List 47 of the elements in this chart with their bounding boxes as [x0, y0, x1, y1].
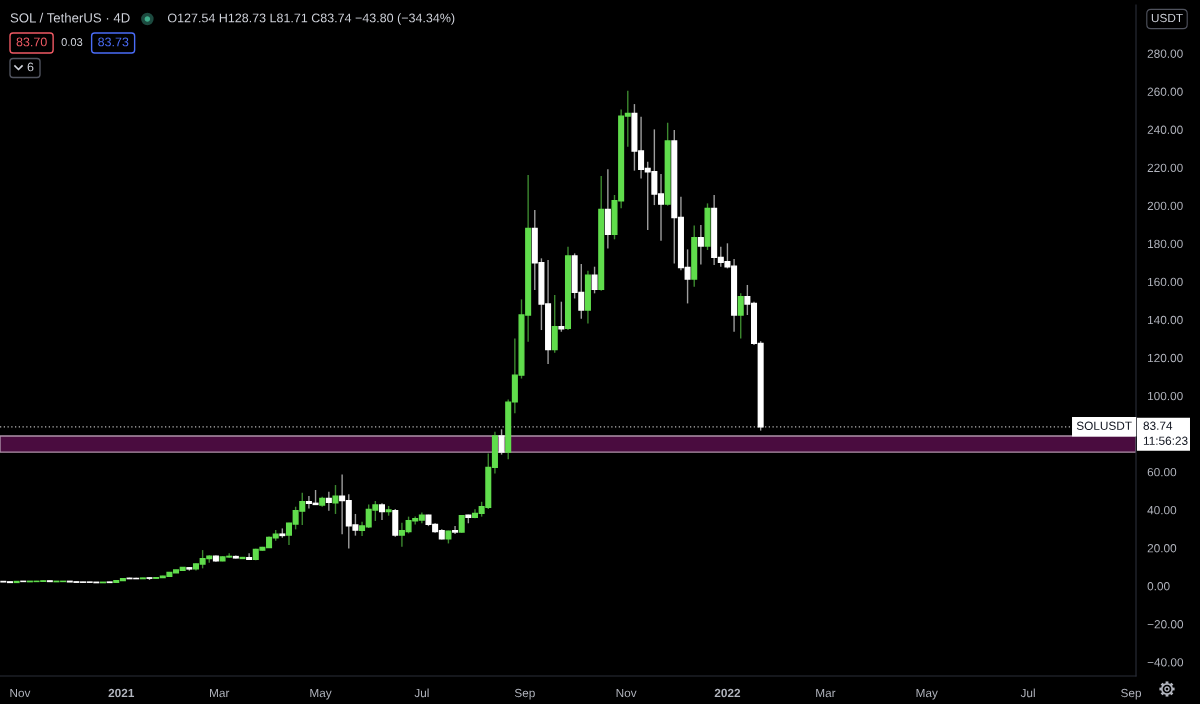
y-tick-label: 100.00 [1148, 391, 1183, 401]
y-tick-label: 20.00 [1147, 544, 1177, 553]
y-tick-label: −20.00 [1147, 620, 1184, 629]
x-tick-label: Mar [210, 688, 230, 698]
x-tick-label: Jul [414, 688, 429, 698]
y-tick-label: 180.00 [1148, 239, 1183, 249]
x-tick-label: Nov [616, 688, 637, 698]
y-tick-label: 120.00 [1148, 353, 1183, 363]
y-tick-label: 260.00 [1147, 87, 1183, 96]
candlestick [737, 292, 744, 340]
x-tick-label: May [310, 688, 332, 700]
annotation: 83.70 [16, 37, 47, 47]
candlestick [452, 525, 459, 535]
candlestick [591, 266, 598, 295]
x-tick-label: Mar [816, 688, 836, 698]
x-tick-label: Nov [10, 688, 31, 698]
chart-title: SOL / TetherUS · 4D [10, 12, 130, 23]
annotation: 6 [27, 62, 34, 72]
annotation: O127.54 H128.73 L81.71 C83.74 −43.80 (−34.34%) [167, 13, 455, 25]
y-tick-label: 280.00 [1147, 49, 1183, 58]
x-tick-label: Jul [1020, 688, 1035, 698]
candlestick [558, 301, 565, 333]
annotation: 83.73 [98, 37, 129, 47]
candlestick [498, 428, 505, 456]
text: 83.74 [1143, 421, 1173, 430]
y-tick-label: 140.00 [1148, 315, 1183, 325]
y-tick-label: 60.00 [1147, 467, 1177, 477]
x-tick-label: 2022 [714, 688, 741, 698]
y-tick-label: 200.00 [1147, 201, 1183, 211]
y-tick-label: −40.00 [1147, 658, 1184, 667]
candlestick [551, 294, 558, 354]
y-tick-label: 220.00 [1147, 163, 1183, 173]
y-tick-label: 40.00 [1147, 506, 1177, 515]
candlestick [325, 491, 332, 512]
x-tick-label: May [916, 688, 938, 700]
y-tick-label: 240.00 [1147, 125, 1183, 134]
y-tick-label: 0.00 [1147, 582, 1170, 591]
candlestick [697, 224, 704, 266]
annotation: 0.03 [61, 38, 83, 46]
x-tick-label: Sep [1121, 688, 1142, 700]
text: 11:56:23 [1143, 436, 1188, 445]
y-axis-title: USDT [1151, 13, 1183, 23]
x-tick-label: Sep [514, 688, 535, 700]
y-tick-label: 160.00 [1148, 277, 1183, 287]
x-tick-label: 2021 [108, 688, 135, 698]
candlestick [332, 484, 339, 515]
ref-line-label: SOLUSDT [1076, 421, 1132, 430]
